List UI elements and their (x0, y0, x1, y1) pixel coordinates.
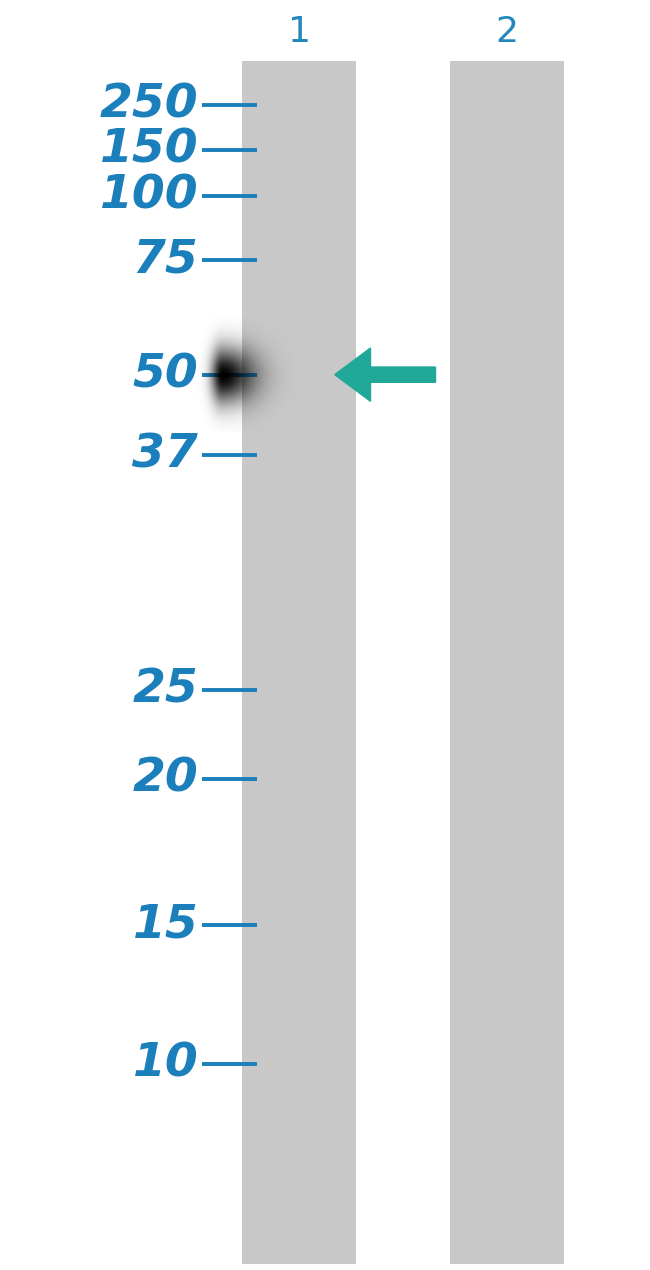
Text: 10: 10 (133, 1041, 198, 1087)
FancyArrow shape (335, 348, 436, 401)
Text: 15: 15 (133, 902, 198, 947)
Text: 50: 50 (133, 352, 198, 398)
Text: 75: 75 (133, 237, 198, 283)
Text: 150: 150 (99, 127, 198, 173)
Bar (242, 61, 356, 1264)
Text: 1: 1 (287, 15, 311, 48)
Text: 100: 100 (99, 173, 198, 218)
Text: 25: 25 (133, 667, 198, 712)
Text: 37: 37 (133, 432, 198, 478)
Text: 20: 20 (133, 756, 198, 801)
Bar (450, 61, 564, 1264)
Text: 250: 250 (99, 83, 198, 128)
Text: 2: 2 (495, 15, 519, 48)
